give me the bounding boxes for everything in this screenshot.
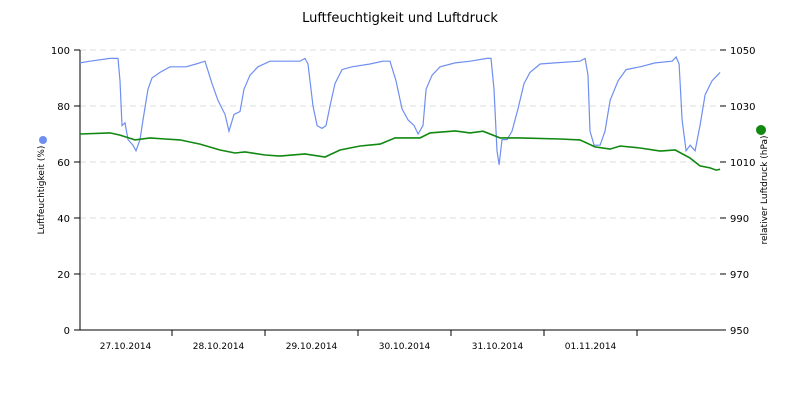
y-left-tick-label: 100 — [51, 46, 70, 57]
y-left-tick-label: 60 — [57, 158, 70, 169]
humidity-legend-dot — [39, 136, 47, 144]
y-left-tick-label: 40 — [57, 214, 70, 225]
y-left-label: Luftfeuchtigkeit (%) — [37, 146, 47, 235]
y-right-tick-label: 990 — [730, 214, 749, 225]
y-right-tick-label: 1030 — [730, 102, 755, 113]
y-left-tick-label: 80 — [57, 102, 70, 113]
y-left-tick-label: 20 — [57, 270, 70, 281]
y-right-tick-label: 1050 — [730, 46, 755, 57]
x-tick-label: 27.10.2014 — [100, 342, 152, 352]
humidity-line — [79, 55, 721, 165]
y-right-tick-label: 950 — [730, 326, 749, 337]
y-right-tick-label: 970 — [730, 270, 749, 281]
y-right-tick-label: 1010 — [730, 158, 755, 169]
x-tick-label: 30.10.2014 — [379, 342, 431, 352]
pressure-legend-dot — [756, 125, 766, 135]
x-tick-label: 01.11.2014 — [565, 342, 617, 352]
x-tick-label: 28.10.2014 — [193, 342, 245, 352]
x-tick-label: 29.10.2014 — [286, 342, 338, 352]
x-tick-label: 31.10.2014 — [472, 342, 524, 352]
y-right-label: relativer Luftdruck (hPa) — [760, 135, 770, 244]
pressure-line — [79, 130, 721, 171]
y-left-tick-label: 0 — [64, 326, 70, 337]
chart-title: Luftfeuchtigkeit und Luftdruck — [302, 11, 498, 26]
